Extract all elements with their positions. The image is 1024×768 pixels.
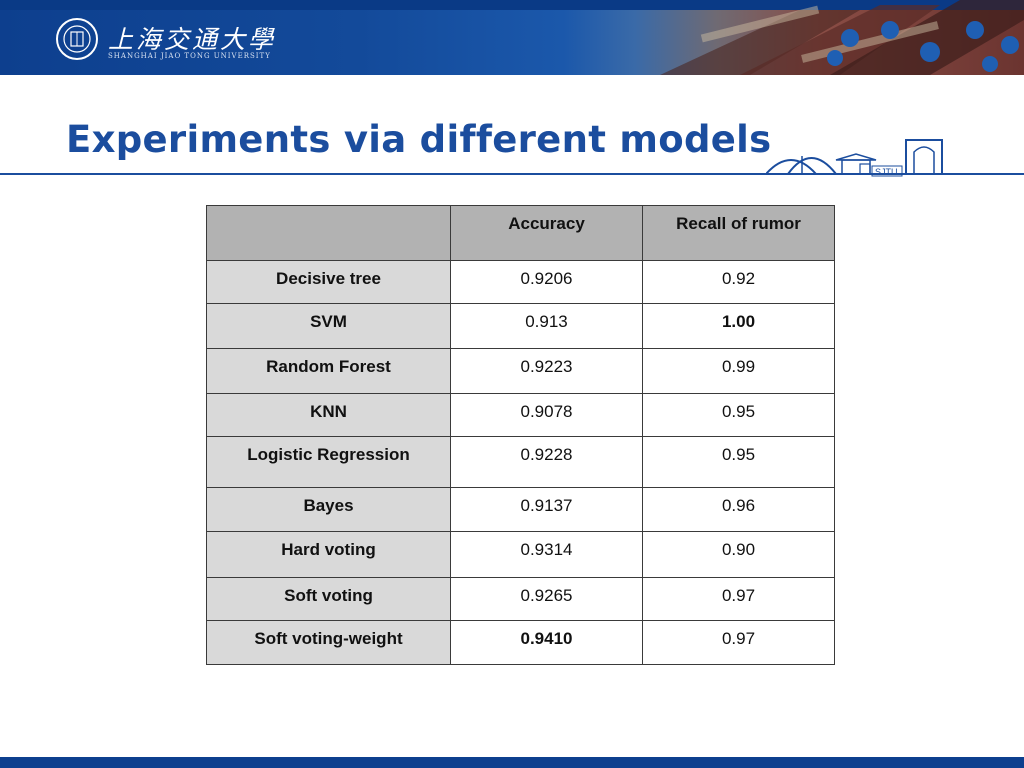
table-header-row: Accuracy Recall of rumor	[206, 205, 835, 261]
header-cell-recall: Recall of rumor	[642, 205, 835, 261]
model-name-cell: Logistic Regression	[206, 436, 451, 488]
university-name-chinese: 上海交通大學	[108, 25, 277, 54]
header-cell-accuracy: Accuracy	[450, 205, 643, 261]
model-name-cell: Soft voting	[206, 577, 451, 621]
recall-cell: 0.99	[642, 348, 835, 394]
model-name-cell: Random Forest	[206, 348, 451, 394]
recall-cell: 0.95	[642, 393, 835, 437]
table-row: Soft voting-weight 0.9410 0.97	[206, 620, 835, 665]
accuracy-cell: 0.9228	[450, 436, 643, 488]
model-name-cell: Bayes	[206, 487, 451, 532]
sjtu-mark-text: SJTU	[875, 167, 898, 177]
table-row: SVM 0.913 1.00	[206, 303, 835, 349]
model-name-cell: Hard voting	[206, 531, 451, 578]
accuracy-cell: 0.9223	[450, 348, 643, 394]
university-seal-icon	[56, 18, 98, 60]
recall-cell: 0.90	[642, 531, 835, 578]
accuracy-cell: 0.9078	[450, 393, 643, 437]
table-row: Random Forest 0.9223 0.99	[206, 348, 835, 394]
header-banner: 上海交通大學 SHANGHAI JIAO TONG UNIVERSITY	[0, 0, 1024, 75]
recall-cell: 0.95	[642, 436, 835, 488]
table-row: Soft voting 0.9265 0.97	[206, 577, 835, 621]
table-row: KNN 0.9078 0.95	[206, 393, 835, 437]
accuracy-cell: 0.9206	[450, 260, 643, 304]
table-row: Decisive tree 0.9206 0.92	[206, 260, 835, 304]
accuracy-cell: 0.9265	[450, 577, 643, 621]
recall-cell: 0.92	[642, 260, 835, 304]
model-name-cell: Soft voting-weight	[206, 620, 451, 665]
recall-cell: 0.97	[642, 620, 835, 665]
recall-cell: 0.97	[642, 577, 835, 621]
accuracy-cell: 0.9314	[450, 531, 643, 578]
results-table: Accuracy Recall of rumor Decisive tree 0…	[206, 205, 835, 665]
accuracy-cell-best: 0.9410	[450, 620, 643, 665]
footer-bar	[0, 757, 1024, 768]
accuracy-cell: 0.913	[450, 303, 643, 349]
table-row: Bayes 0.9137 0.96	[206, 487, 835, 532]
accuracy-cell: 0.9137	[450, 487, 643, 532]
banner-top-stripe	[0, 0, 1024, 10]
recall-cell-best: 1.00	[642, 303, 835, 349]
model-name-cell: Decisive tree	[206, 260, 451, 304]
roof-beams-decoration	[660, 0, 1024, 75]
header-cell-empty	[206, 205, 451, 261]
campus-skyline-icon: SJTU	[766, 139, 943, 177]
title-divider	[0, 173, 1024, 175]
university-name-english: SHANGHAI JIAO TONG UNIVERSITY	[108, 52, 271, 60]
slide-title: Experiments via different models	[66, 118, 772, 161]
model-name-cell: SVM	[206, 303, 451, 349]
model-name-cell: KNN	[206, 393, 451, 437]
recall-cell: 0.96	[642, 487, 835, 532]
table-row: Hard voting 0.9314 0.90	[206, 531, 835, 578]
table-row: Logistic Regression 0.9228 0.95	[206, 436, 835, 488]
